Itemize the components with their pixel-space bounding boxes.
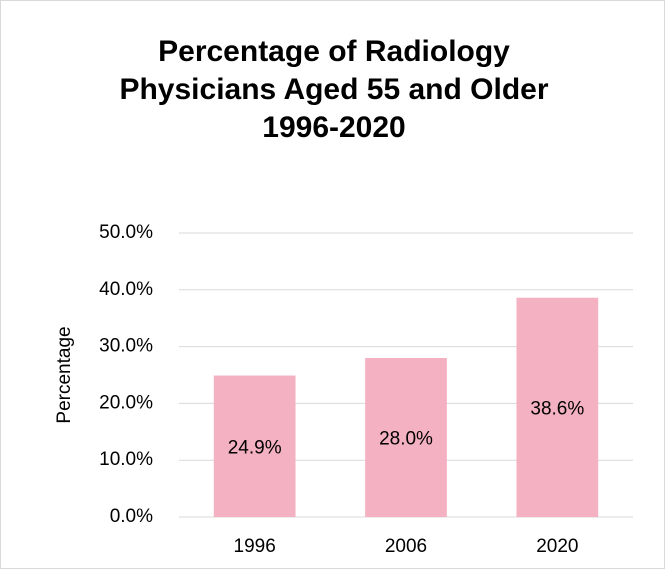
bar [516, 297, 599, 517]
bar [213, 375, 296, 517]
chart-title: Percentage of Radiology Physicians Aged … [119, 35, 549, 106]
y-tick-label: 50.0% [99, 222, 153, 243]
data-label: 38.6% [530, 398, 584, 419]
y-tick-label: 30.0% [99, 336, 153, 357]
x-tick-label: 1996 [234, 536, 276, 557]
y-axis-label: Percentage [54, 326, 75, 423]
y-tick-label: 10.0% [99, 449, 153, 470]
x-tick-label: 2006 [385, 536, 427, 557]
y-tick-label: 20.0% [99, 392, 153, 413]
data-label: 24.9% [228, 437, 282, 458]
data-label: 28.0% [379, 428, 433, 449]
y-tick-label: 0.0% [110, 506, 153, 527]
x-tick-label: 2020 [536, 536, 578, 557]
bar [365, 357, 447, 517]
y-tick-label: 40.0% [99, 279, 153, 300]
title-block: Percentage of Radiology Physicians Aged … [84, 33, 584, 147]
chart-subtitle: 1996-2020 [262, 111, 406, 144]
